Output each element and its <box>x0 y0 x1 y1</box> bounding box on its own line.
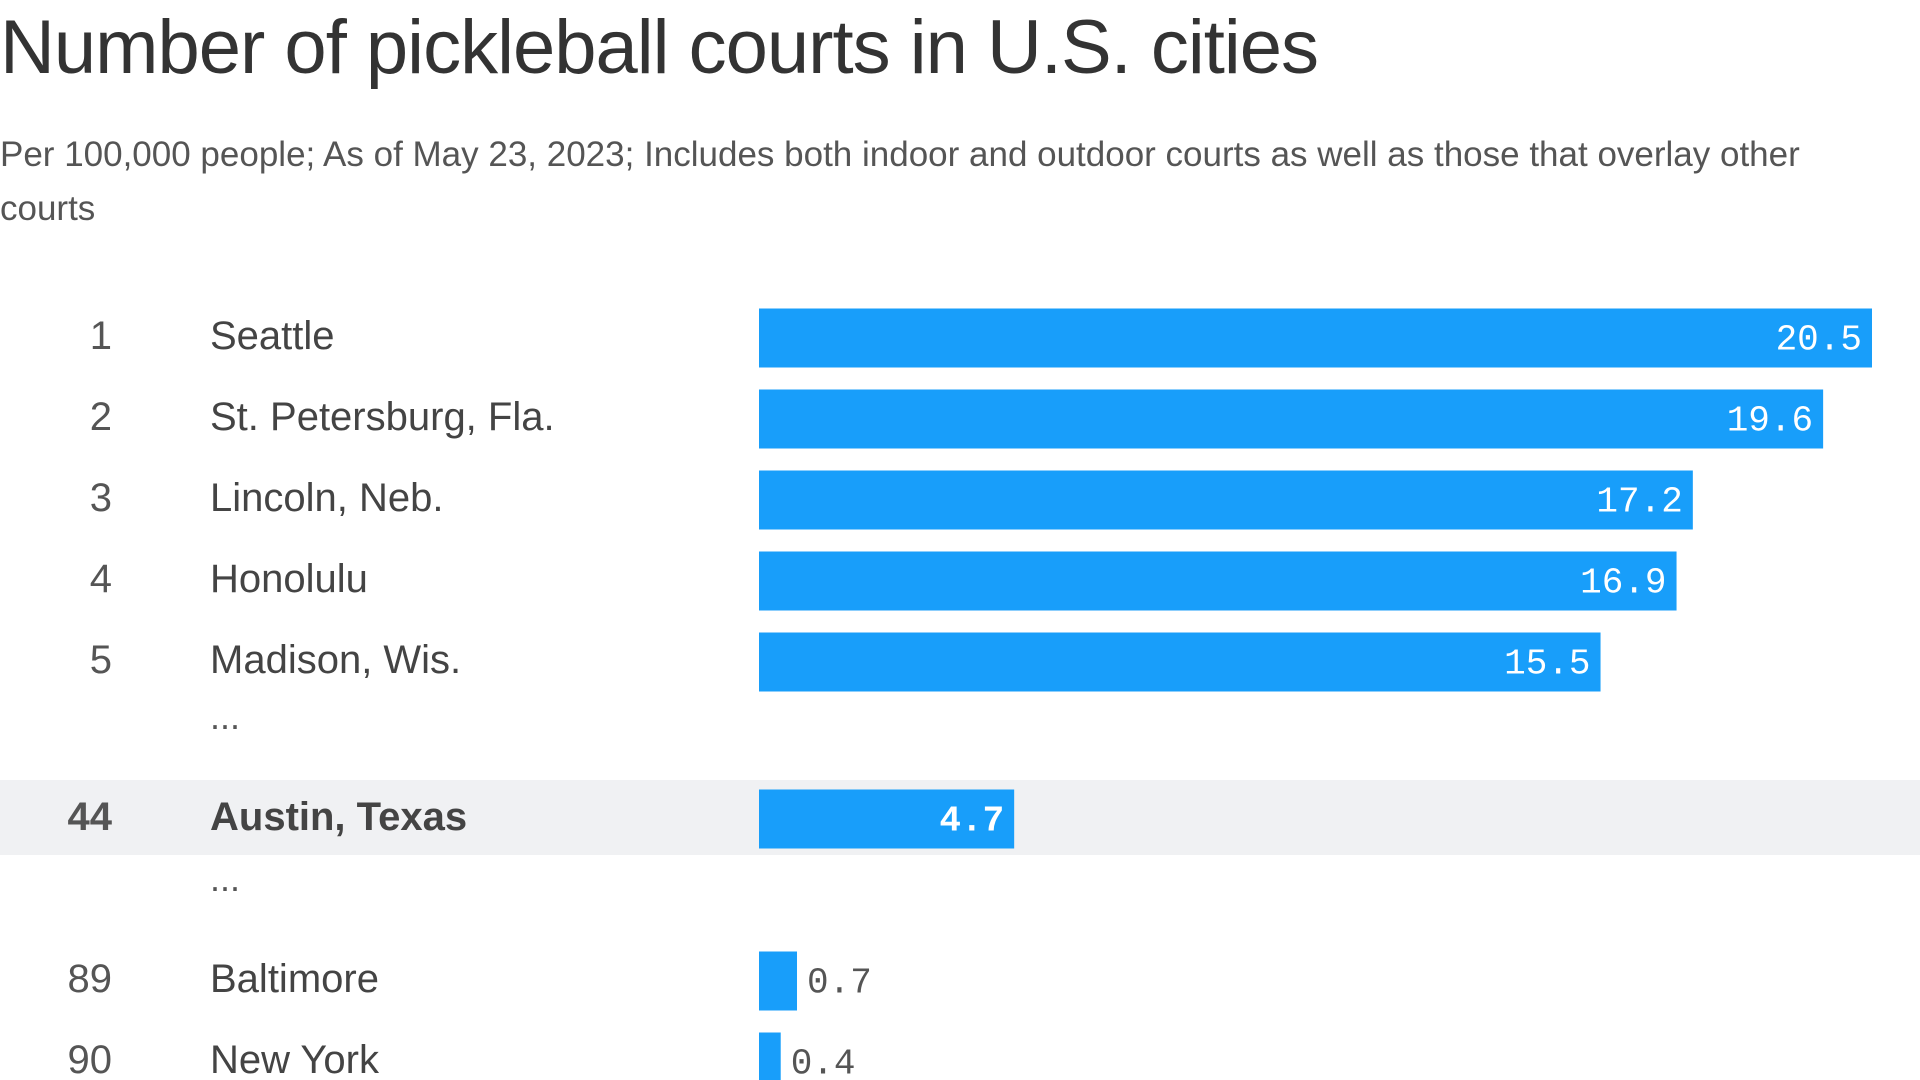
bar <box>759 470 1693 530</box>
value-label: 17.2 <box>1596 482 1682 523</box>
value-label: 20.5 <box>1776 320 1862 361</box>
bar <box>759 789 1015 849</box>
bar-row: 44 Austin, Texas 4.7 <box>0 780 1920 855</box>
city-label: Seattle <box>210 314 335 358</box>
chart-subtitle: Per 100,000 people; As of May 23, 2023; … <box>0 135 1800 228</box>
rank-label: 3 <box>90 476 112 520</box>
value-label: 19.6 <box>1727 401 1813 442</box>
bar <box>759 308 1872 368</box>
value-label: 0.7 <box>807 963 872 1004</box>
rank-label: 4 <box>90 557 112 601</box>
bar <box>759 389 1824 449</box>
city-label: Lincoln, Neb. <box>210 476 443 520</box>
bar-row: 3 Lincoln, Neb. 17.2 <box>90 470 1693 530</box>
ellipsis: ... <box>210 858 240 899</box>
bar-row: 2 St. Petersburg, Fla. 19.6 <box>90 389 1824 449</box>
chart-title: Number of pickleball courts in U.S. citi… <box>0 5 1319 90</box>
value-label: 4.7 <box>939 801 1004 842</box>
value-label: 16.9 <box>1580 563 1666 604</box>
bar-row: 90 New York 0.4 <box>68 1032 856 1080</box>
rank-label: 1 <box>90 314 112 358</box>
bar-row: 89 Baltimore 0.7 <box>68 951 872 1011</box>
city-label: Austin, Texas <box>210 795 467 839</box>
city-label: Honolulu <box>210 557 368 601</box>
bar-row: 1 Seattle 20.5 <box>90 308 1872 368</box>
bar <box>759 1032 781 1080</box>
value-label: 0.4 <box>791 1044 856 1080</box>
bar-row: 5 Madison, Wis. 15.5 <box>90 632 1601 692</box>
bar <box>759 632 1601 692</box>
rank-label: 90 <box>68 1038 113 1080</box>
ellipsis: ... <box>210 696 240 737</box>
bar <box>759 951 798 1011</box>
city-label: Madison, Wis. <box>210 638 461 682</box>
city-label: Baltimore <box>210 957 379 1001</box>
rank-label: 5 <box>90 638 112 682</box>
city-label: St. Petersburg, Fla. <box>210 395 555 439</box>
bar-row: 4 Honolulu 16.9 <box>90 551 1677 611</box>
city-label: New York <box>210 1038 380 1080</box>
rank-label: 89 <box>68 957 113 1001</box>
rank-label: 2 <box>90 395 112 439</box>
bar <box>759 551 1677 611</box>
rank-label: 44 <box>68 795 113 839</box>
bar-chart: 1 Seattle 20.5 2 St. Petersburg, Fla. 19.6 3 Li… <box>0 308 1920 1080</box>
value-label: 15.5 <box>1504 644 1590 685</box>
